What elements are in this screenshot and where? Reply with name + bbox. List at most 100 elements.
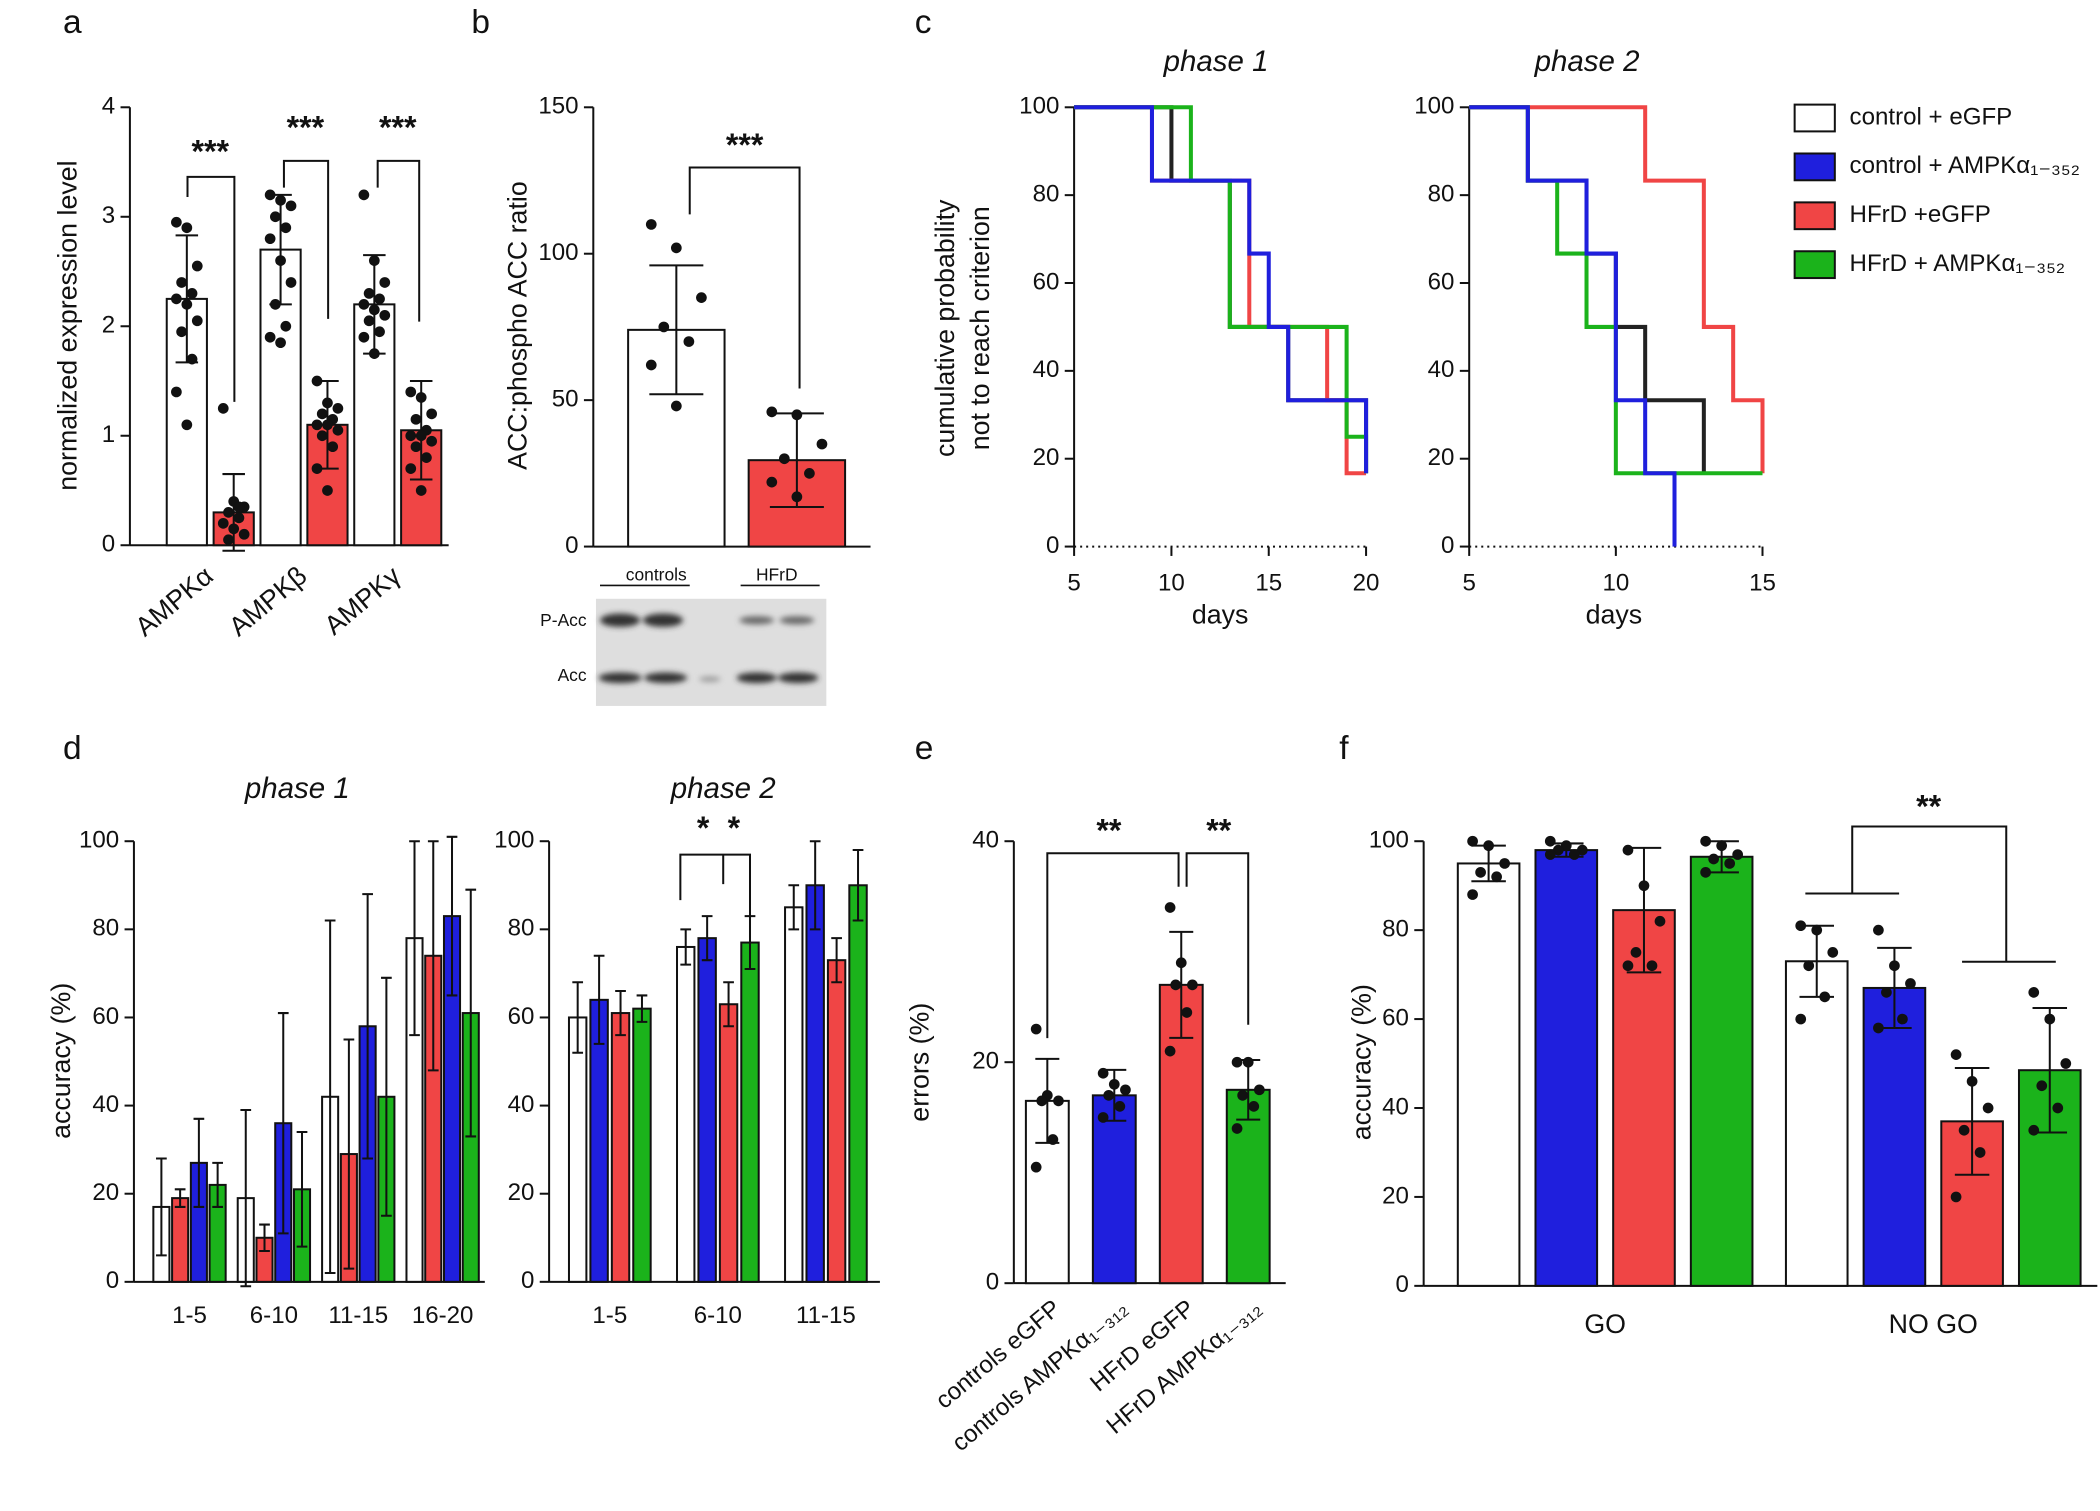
- y-tick-label: 40: [1033, 356, 1060, 383]
- data-point: [1708, 853, 1719, 865]
- data-point: [670, 242, 682, 254]
- y-tick-label: 40: [1382, 1093, 1409, 1120]
- x-tick-label: 15: [1749, 569, 1776, 596]
- legend-swatch: [1793, 250, 1836, 280]
- data-point: [1175, 957, 1187, 969]
- error-bar: [744, 915, 756, 970]
- data-point: [379, 277, 391, 288]
- data-point: [1231, 1056, 1243, 1068]
- legend-label: HFrD +eGFP: [1850, 201, 1991, 228]
- x-tick-label: 5: [1067, 569, 1080, 596]
- data-point: [374, 326, 385, 338]
- data-point: [316, 430, 328, 442]
- x-tick-label: AMPKβ: [223, 560, 312, 642]
- data-point: [363, 288, 375, 299]
- data-point: [186, 288, 198, 299]
- y-tick-label: 0: [521, 1267, 534, 1294]
- panel-label: e: [915, 730, 934, 767]
- error-bar: [212, 1161, 223, 1208]
- data-point: [191, 315, 203, 327]
- data-point: [1030, 1161, 1042, 1173]
- y-tick-label: 20: [92, 1179, 119, 1206]
- bar: [718, 1003, 739, 1283]
- x-tick-label: 6-10: [694, 1302, 742, 1329]
- data-point: [645, 359, 657, 371]
- y-tick-label: 100: [79, 827, 119, 854]
- survival-curve: [1074, 105, 1369, 474]
- error-bar: [343, 1038, 355, 1270]
- y-axis-label: ACC:phospho ACC ratio: [503, 181, 533, 470]
- x-tick-label: NO GO: [1889, 1309, 1978, 1339]
- data-point: [379, 309, 391, 321]
- data-point: [2044, 1013, 2056, 1025]
- error-bar: [831, 937, 842, 984]
- bar: [610, 1012, 631, 1283]
- data-point: [2052, 1102, 2064, 1114]
- error-bar: [381, 976, 392, 1217]
- data-point: [426, 408, 438, 420]
- data-point: [280, 222, 292, 234]
- error-bar: [156, 1157, 167, 1257]
- x-tick-label: 11-15: [796, 1302, 856, 1329]
- data-point: [1491, 871, 1502, 883]
- y-axis-label: cumulative probability: [930, 199, 960, 457]
- data-point: [405, 430, 417, 442]
- y-tick-label: 0: [106, 1267, 119, 1294]
- data-point: [778, 453, 790, 465]
- data-point: [171, 216, 182, 228]
- significance-label: ***: [192, 134, 230, 170]
- data-point: [1827, 947, 1839, 958]
- data-point: [1030, 1023, 1042, 1035]
- x-tick-label: HFrD: [756, 565, 798, 585]
- data-point: [1181, 1007, 1193, 1018]
- data-point: [275, 194, 286, 206]
- bar: [848, 884, 868, 1283]
- data-point: [415, 430, 427, 442]
- data-point: [1170, 979, 1182, 991]
- data-point: [181, 222, 193, 234]
- y-axis-label: accuracy (%): [1346, 984, 1376, 1140]
- blot-label: P-Acc: [540, 610, 587, 630]
- error-bar: [362, 893, 373, 1160]
- y-tick-label: 2: [102, 312, 115, 339]
- data-point: [223, 507, 234, 518]
- error-bar: [1169, 930, 1194, 1039]
- data-point: [1254, 1084, 1265, 1096]
- x-tick-label: 10: [1158, 569, 1185, 596]
- error-bar: [427, 840, 439, 1072]
- data-point: [181, 419, 193, 431]
- data-point: [238, 528, 250, 540]
- y-tick-label: 0: [102, 531, 115, 558]
- data-point: [171, 293, 182, 305]
- panel-label: d: [63, 730, 82, 767]
- data-point: [368, 255, 380, 266]
- data-point: [1120, 1084, 1131, 1096]
- error-bar: [259, 1223, 270, 1252]
- data-point: [405, 386, 417, 398]
- data-point: [2028, 987, 2040, 998]
- x-tick-label: GO: [1584, 1309, 1626, 1339]
- error-bar: [649, 264, 704, 396]
- survival-curve: [1074, 105, 1369, 474]
- data-point: [1231, 1123, 1243, 1134]
- blot-label: Acc: [558, 665, 587, 685]
- bar: [567, 1016, 588, 1283]
- data-point: [264, 233, 276, 245]
- bar: [1784, 960, 1849, 1287]
- significance-label: **: [1096, 813, 1122, 849]
- data-point: [405, 463, 417, 474]
- y-axis-label: not to reach criterion: [965, 206, 995, 450]
- error-bar: [723, 981, 734, 1028]
- data-point: [1950, 1191, 1962, 1203]
- data-point: [327, 441, 339, 453]
- data-point: [186, 353, 198, 365]
- data-point: [1889, 960, 1900, 972]
- data-point: [1187, 979, 1198, 991]
- data-point: [1114, 1101, 1126, 1112]
- x-tick-label: AMPKα: [129, 560, 218, 642]
- data-point: [1622, 960, 1634, 972]
- y-tick-label: 20: [972, 1048, 999, 1075]
- data-point: [1803, 960, 1815, 972]
- data-point: [421, 452, 432, 463]
- data-point: [1654, 915, 1666, 927]
